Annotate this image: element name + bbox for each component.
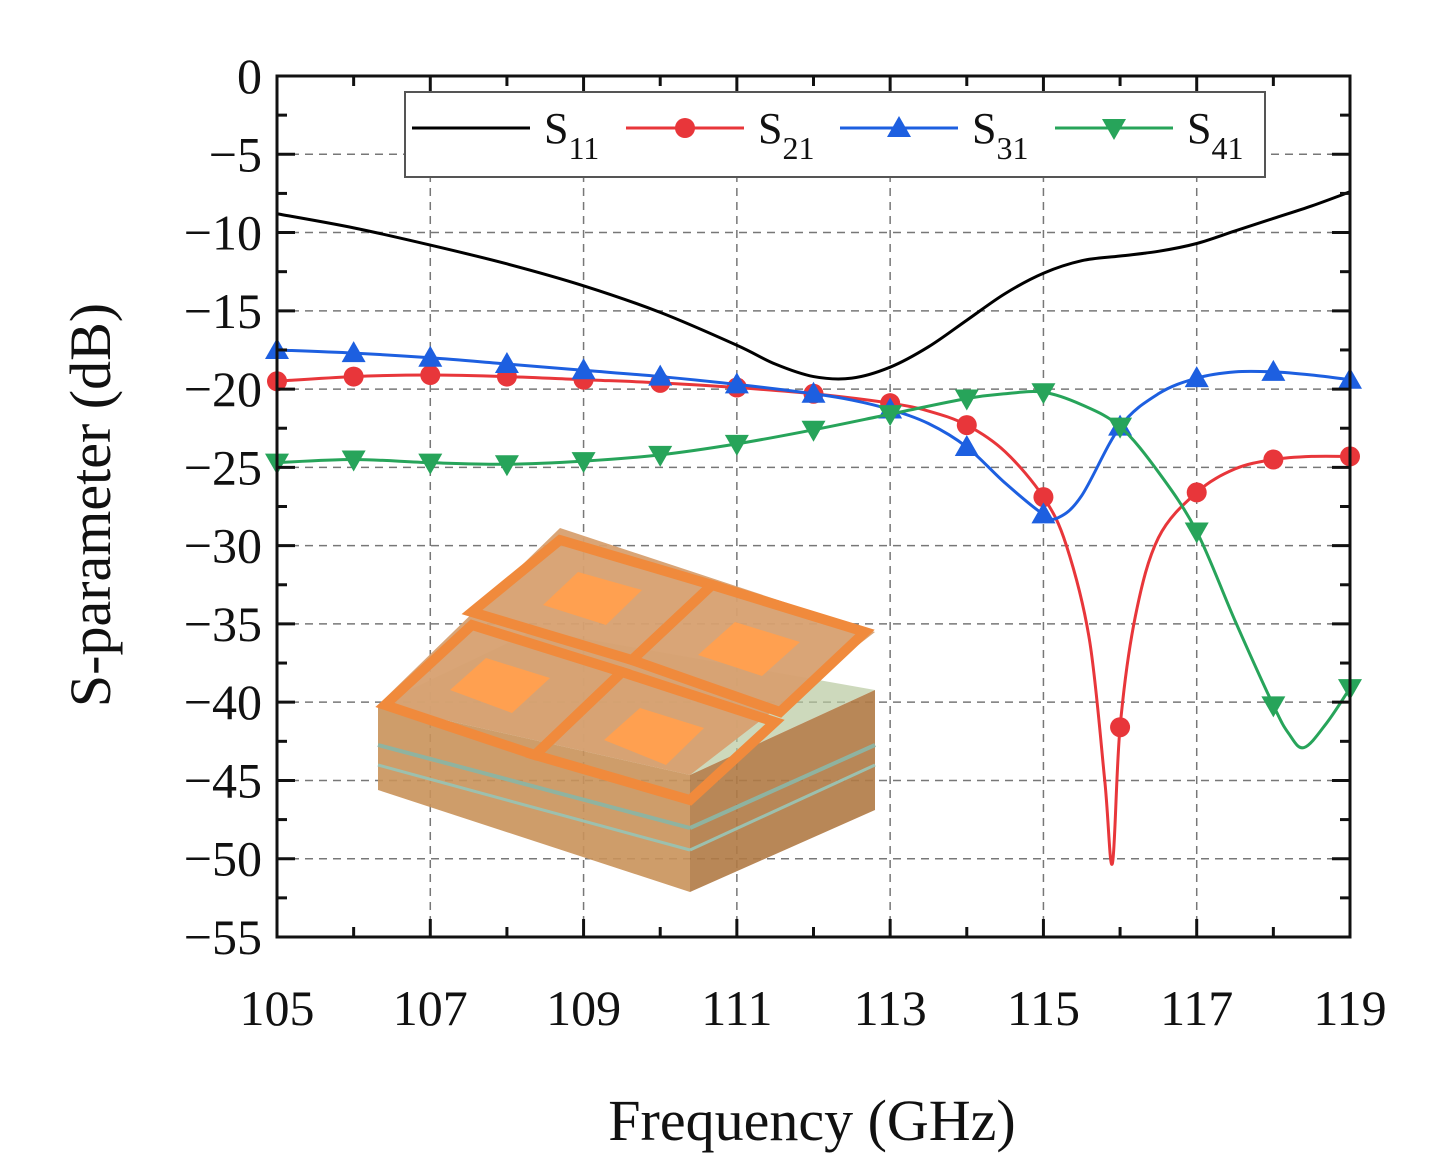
data-point	[494, 352, 519, 374]
data-point	[1108, 417, 1133, 439]
y-tick-label: −30	[184, 518, 262, 574]
x-tick-label: 109	[546, 980, 621, 1036]
slab-layer-line	[377, 743, 691, 830]
slab-layer-line	[689, 763, 876, 852]
data-point	[494, 455, 519, 477]
data-point	[343, 366, 364, 387]
y-tick-label: −50	[184, 831, 262, 887]
series-line-s11	[276, 190, 1351, 381]
data-point	[1186, 482, 1207, 503]
x-tick-label: 105	[240, 980, 315, 1036]
x-tick-label: 115	[1007, 980, 1080, 1036]
data-point	[724, 434, 749, 456]
data-point	[420, 365, 441, 386]
y-axis-title: S-parameter (dB)	[58, 303, 123, 707]
y-tick-label: −45	[184, 752, 262, 808]
series-s11	[276, 190, 1351, 381]
y-tick-label: −5	[209, 126, 262, 182]
y-tick-label: 0	[237, 48, 262, 104]
series-line-s41	[276, 390, 1352, 750]
data-point	[571, 452, 596, 474]
data-point	[801, 420, 826, 442]
y-tick-label: −55	[184, 909, 262, 965]
data-point	[954, 435, 979, 457]
axes: 105 107 109 111 113 115 117 119 0 −5 −10 −15 −20 −25 −…	[184, 48, 1387, 1036]
slab-base-right	[690, 690, 875, 892]
data-point	[418, 345, 443, 367]
data-point	[341, 450, 366, 472]
data-point	[648, 364, 673, 386]
patch	[450, 658, 550, 713]
series-layer	[265, 190, 1362, 866]
data-point	[954, 389, 979, 411]
data-point	[1031, 502, 1056, 524]
patch	[604, 708, 704, 765]
data-point	[1031, 383, 1056, 405]
data-point	[418, 453, 443, 475]
data-point	[1261, 359, 1286, 381]
patch	[543, 572, 642, 625]
x-tick-label: 117	[1160, 980, 1233, 1036]
y-tick-label: −35	[184, 596, 262, 652]
y-tick-label: −40	[184, 674, 262, 730]
y-tick-label: −25	[184, 439, 262, 495]
data-point	[1261, 696, 1286, 718]
y-tick-label: −10	[184, 205, 262, 261]
x-tick-label: 119	[1313, 980, 1386, 1036]
data-point	[1263, 449, 1284, 470]
legend-marker	[887, 116, 911, 137]
slab-base-left	[378, 705, 690, 892]
y-tick-label: −20	[184, 361, 262, 417]
data-point	[1110, 717, 1131, 738]
data-point	[956, 415, 977, 436]
legend: S11 S21 S31 S41	[404, 91, 1266, 178]
data-point	[1033, 487, 1054, 508]
data-point	[878, 405, 903, 427]
x-tick-label: 107	[393, 980, 468, 1036]
data-point	[571, 358, 596, 380]
data-point	[724, 372, 749, 394]
data-point	[1184, 366, 1209, 388]
legend-marker	[675, 118, 695, 138]
slab-layer-line	[689, 743, 876, 830]
legend-marker	[1102, 119, 1126, 140]
cell-frame	[525, 666, 785, 806]
data-point	[1184, 522, 1209, 544]
patch	[698, 622, 800, 676]
x-axis-title: Frequency (GHz)	[608, 1088, 1015, 1153]
inset-3d-model	[375, 528, 876, 892]
slab-layer-line	[377, 763, 691, 852]
legend-box	[404, 91, 1266, 178]
data-point	[648, 445, 673, 467]
cell-frame	[622, 579, 875, 718]
x-tick-label: 113	[854, 980, 927, 1036]
x-tick-label: 111	[701, 980, 772, 1036]
data-point	[341, 341, 366, 363]
data-point	[801, 381, 826, 403]
y-tick-label: −15	[184, 283, 262, 339]
